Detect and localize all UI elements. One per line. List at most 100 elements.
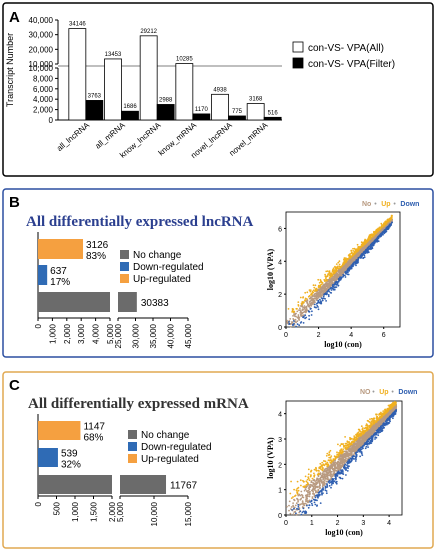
gBs-point-no	[320, 289, 323, 292]
gCs-point-no	[330, 473, 333, 476]
gCs-point-down	[341, 472, 344, 475]
gCs-point-no	[337, 460, 339, 463]
gCs-point-down	[349, 460, 352, 463]
gCs-point-down	[313, 501, 316, 504]
gBs-point-up	[356, 243, 359, 246]
gCs-point-no	[288, 509, 290, 512]
gCs-point-no	[289, 512, 292, 515]
gCs-point-no	[319, 484, 321, 487]
a-ytick-label: 20,000	[29, 45, 54, 54]
gBs-point-no	[286, 319, 288, 322]
gBs-point-no	[300, 315, 303, 317]
gBs-point-up	[385, 221, 388, 224]
gCs-point-no	[308, 493, 311, 496]
gBs-point-down	[349, 266, 351, 268]
a-legend-swatch	[292, 57, 304, 69]
gBs-point-up	[349, 253, 351, 256]
gCs-point-no	[395, 406, 397, 408]
gCs-point-no	[292, 502, 294, 504]
gCs-point-no	[326, 475, 328, 478]
gBs-point-no	[332, 278, 335, 280]
a-ytick-label: 30,000	[29, 31, 54, 40]
gCs-point-no	[395, 407, 397, 410]
gBs-point-no	[366, 245, 369, 247]
gCs-point-no	[312, 490, 314, 493]
gBs-point-up	[341, 264, 344, 267]
gCs-point-no	[339, 466, 342, 469]
gCs-point-no	[368, 432, 371, 434]
gCs-point-down	[355, 453, 358, 456]
gCs-point-down	[331, 482, 333, 485]
gCs-point-down	[371, 435, 374, 437]
gCs-point-no	[308, 495, 311, 498]
gBs-point-no	[329, 278, 332, 281]
gCs-point-down	[382, 423, 385, 426]
gCs-point-down	[389, 418, 391, 420]
gBs-legend-down: Down	[400, 201, 419, 208]
gCs-point-no	[354, 443, 356, 446]
gCs-point-down	[395, 409, 398, 411]
gCs-point-no	[349, 447, 351, 450]
gBs-point-up	[357, 247, 360, 250]
gB-xtick-label: 2,000	[63, 323, 72, 344]
gCs-point-no	[357, 439, 360, 441]
gBs-point-no	[298, 319, 301, 321]
gBs-point-down	[344, 276, 347, 278]
gCs-point-no	[307, 487, 310, 489]
gBs-point-up	[352, 252, 354, 255]
gCs-point-no	[369, 434, 372, 437]
gCs-point-no	[308, 491, 311, 494]
gB-value-label: 3126	[86, 240, 109, 251]
gCs-point-down	[318, 495, 320, 497]
gCs-point-down	[338, 472, 341, 475]
gBs-point-down	[336, 281, 339, 284]
gBs-point-no	[296, 310, 299, 313]
gBs-point-no	[309, 304, 312, 306]
gB-value-label: 30383	[141, 298, 169, 309]
gC-bar	[38, 475, 112, 494]
gBs-point-no	[314, 297, 317, 300]
gBs-point-up	[369, 237, 371, 240]
gCs-point-down	[333, 480, 336, 483]
gBs-point-no	[335, 276, 337, 278]
gCs-point-down	[326, 484, 329, 487]
gCs-point-down	[365, 441, 368, 443]
gBs-point-up	[309, 290, 312, 293]
gCs-point-no	[297, 494, 300, 497]
gBs-point-up	[390, 214, 393, 217]
gCs-point-down	[371, 438, 373, 441]
gBs-point-down	[298, 324, 301, 327]
gBs-point-up	[301, 301, 304, 303]
gBs-point-up	[325, 276, 327, 279]
gCs-point-no	[326, 477, 329, 479]
gCs-point-down	[310, 502, 313, 505]
gBs-point-down	[293, 322, 295, 325]
gC-legend-label: Up-regulated	[141, 454, 199, 465]
gCs-point-up	[326, 452, 329, 455]
gCs-point-no	[316, 486, 319, 489]
gBs-point-no	[310, 299, 313, 301]
a-bar	[104, 58, 122, 121]
gCs-point-down	[324, 485, 327, 488]
gBs-point-no	[375, 234, 377, 237]
gBs-point-no	[344, 268, 347, 271]
gBs-point-down	[359, 255, 362, 258]
gBs-point-down	[379, 233, 382, 236]
a-bar-label: 2988	[159, 97, 173, 103]
gBs-point-no	[337, 275, 340, 278]
gBs-point-up	[312, 289, 315, 292]
gC-percent-label: 68%	[83, 433, 103, 444]
gBs-point-no	[296, 316, 299, 319]
gBs-point-down	[328, 290, 330, 293]
gC-legend-swatch	[128, 442, 137, 451]
gCs-point-up	[307, 468, 310, 471]
gBs-point-down	[296, 323, 299, 326]
gBs-point-down	[374, 239, 377, 242]
gCs-point-down	[299, 510, 302, 513]
gBs-point-up	[336, 269, 338, 272]
gBs-point-no	[352, 259, 354, 262]
gBs-point-no	[323, 283, 326, 286]
gCs-point-down	[374, 438, 376, 440]
gCs-point-no	[306, 497, 308, 499]
gBs-point-up	[390, 216, 393, 219]
